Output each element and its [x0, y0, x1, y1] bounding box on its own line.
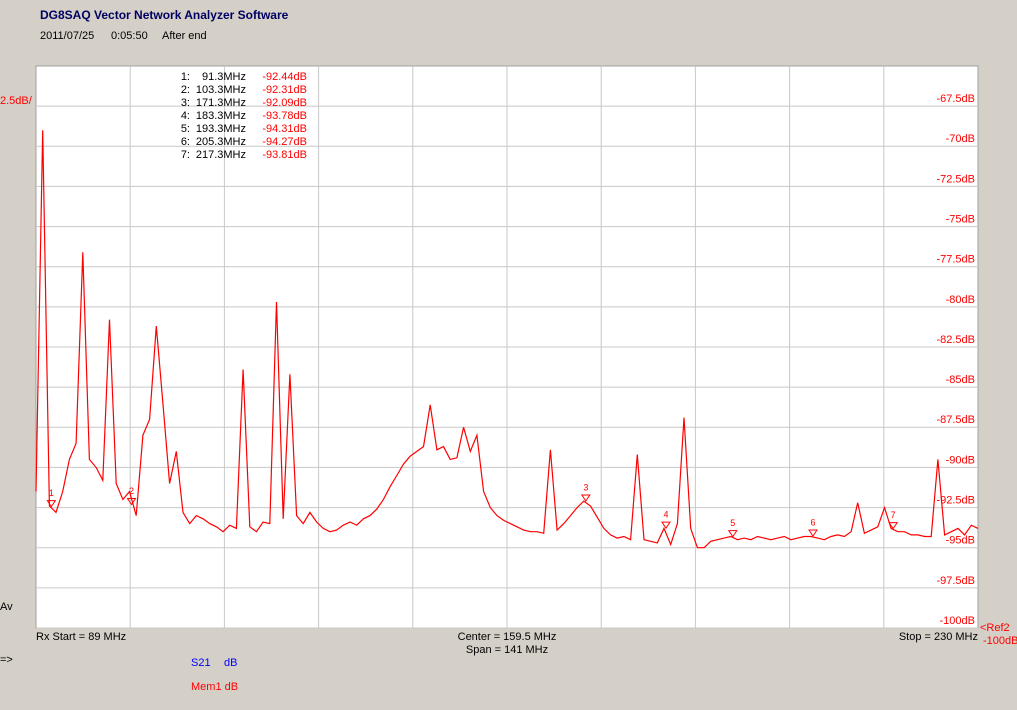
center-label: Center = 159.5 MHz	[458, 631, 557, 643]
y-tick-label: -70dB	[946, 133, 975, 145]
marker-name: 7:	[181, 149, 190, 161]
y-tick-label: -67.5dB	[936, 93, 975, 105]
marker-triangle	[808, 529, 818, 537]
marker-freq: 103.3MHz	[196, 84, 246, 96]
marker-name: 2:	[181, 84, 190, 96]
marker-value: -92.09dB	[262, 97, 307, 109]
time: 0:05:50	[111, 30, 148, 42]
grid	[36, 66, 978, 629]
trace-layer	[35, 130, 979, 549]
marker-freq: 193.3MHz	[196, 123, 246, 135]
marker-number: 7	[891, 510, 896, 520]
stop-label: Stop = 230 MHz	[899, 631, 978, 643]
y-tick-label: -97.5dB	[936, 575, 975, 587]
marker-name: 4:	[181, 110, 190, 122]
marker-value: -94.27dB	[262, 136, 307, 148]
marker-freq: 205.3MHz	[196, 136, 246, 148]
date: 2011/07/25	[40, 30, 94, 42]
marker-freq: 183.3MHz	[196, 110, 246, 122]
legend-s21[interactable]: S21	[191, 657, 211, 669]
average-label: Av	[0, 601, 13, 613]
y-tick-label: -82.5dB	[936, 334, 975, 346]
y-tick-label: -75dB	[946, 213, 975, 225]
marker-number: 1	[49, 488, 54, 498]
marker-number: 4	[663, 509, 668, 519]
marker-number: 3	[583, 482, 588, 492]
marker-value: -94.31dB	[262, 123, 307, 135]
marker-triangle	[661, 521, 671, 530]
legend-s21-unit: dB	[224, 657, 237, 669]
y-tick-label: -85dB	[946, 374, 975, 386]
y-tick-label: -95dB	[946, 535, 975, 547]
status: After end	[162, 30, 207, 42]
y-tick-label: -90dB	[946, 454, 975, 466]
legend-mem1[interactable]: Mem1 dB	[191, 681, 238, 693]
span-label: Span = 141 MHz	[466, 644, 548, 656]
y-tick-label: -87.5dB	[936, 414, 975, 426]
y-tick-label: -100dB	[940, 615, 975, 627]
ref-label: <Ref2	[980, 622, 1010, 634]
marker-triangle	[126, 498, 137, 506]
marker-value: -92.31dB	[262, 84, 307, 96]
marker-name: 6:	[181, 136, 190, 148]
ref-value: -100dB	[983, 635, 1017, 647]
marker-triangle	[888, 522, 899, 530]
marker-freq: 171.3MHz	[196, 97, 246, 109]
marker-triangle	[46, 500, 57, 508]
y-tick-label: -72.5dB	[936, 173, 975, 185]
scale-label: 2.5dB/	[0, 95, 33, 107]
label-layer: -67.5dB -70dB -72.5dB -75dB -77.5dB -80dB -82.…	[49, 71, 975, 627]
start-label: Rx Start = 89 MHz	[36, 631, 126, 643]
marker-triangle	[580, 494, 591, 502]
marker-value: -92.44dB	[262, 71, 307, 83]
app-title: DG8SAQ Vector Network Analyzer Software	[40, 8, 289, 22]
marker-freq: 217.3MHz	[196, 149, 246, 161]
y-tick-label: -80dB	[946, 294, 975, 306]
marker-number: 5	[730, 518, 735, 528]
marker-value: -93.81dB	[262, 149, 307, 161]
marker-number: 2	[129, 486, 134, 496]
marker-freq: 91.3MHz	[202, 71, 246, 83]
marker-number: 6	[810, 517, 815, 527]
marker-name: 5:	[181, 123, 190, 135]
marker-value: -93.78dB	[262, 110, 307, 122]
marker-triangle	[727, 530, 738, 538]
marker-name: 3:	[181, 97, 190, 109]
trace-line	[35, 130, 979, 549]
prompt: =>	[0, 654, 13, 666]
marker-name: 1:	[181, 71, 190, 83]
y-tick-label: -77.5dB	[936, 254, 975, 266]
y-tick-label: -92.5dB	[936, 494, 975, 506]
